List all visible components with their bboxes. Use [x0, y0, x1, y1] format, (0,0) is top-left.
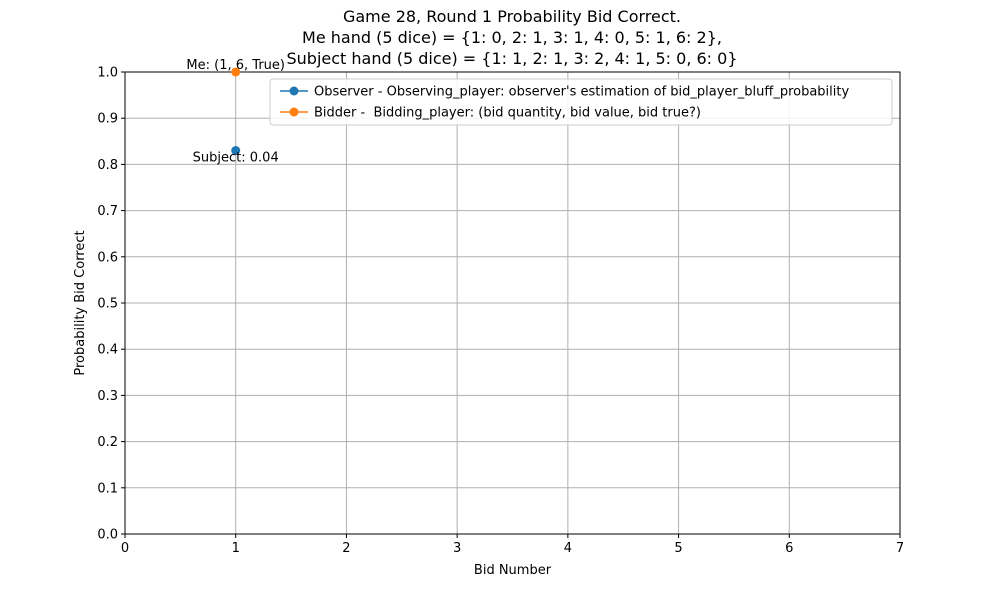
- x-tick-label: 6: [785, 541, 793, 556]
- y-axis-ticks: 0.0 0.1 0.2 0.3 0.4 0.5 0.6 0.7 0.8 0.9 1.0: [97, 66, 125, 543]
- y-tick-label: 0.6: [97, 250, 118, 265]
- y-tick-label: 0.4: [97, 343, 118, 358]
- x-axis-label: Bid Number: [474, 563, 552, 578]
- chart-title-line: Subject hand (5 dice) = {1: 1, 2: 1, 3: …: [286, 49, 737, 68]
- data-annotation: Me: (1, 6, True): [186, 58, 285, 73]
- legend-marker: [289, 86, 299, 96]
- legend-marker: [289, 107, 299, 117]
- chart-title-line: Me hand (5 dice) = {1: 0, 2: 1, 3: 1, 4:…: [302, 28, 722, 47]
- x-tick-label: 5: [674, 541, 682, 556]
- data-point-series-0: [231, 146, 241, 156]
- data-point-series-1: [231, 67, 241, 77]
- y-tick-label: 0.0: [97, 528, 118, 543]
- legend: Observer - Observing_player: observer's …: [269, 78, 893, 126]
- y-tick-label: 0.7: [97, 204, 118, 219]
- y-tick-label: 0.9: [97, 112, 118, 127]
- y-tick-label: 0.1: [97, 481, 118, 496]
- annotations: Subject: 0.04 Me: (1, 6, True): [186, 58, 285, 166]
- grid: [124, 71, 901, 535]
- legend-label: Bidder - Bidding_player: (bid quantity, …: [314, 106, 701, 121]
- plot-frame: [124, 71, 901, 535]
- x-tick-label: 7: [896, 541, 904, 556]
- x-tick-label: 1: [232, 541, 240, 556]
- x-tick-label: 2: [342, 541, 350, 556]
- x-tick-label: 3: [453, 541, 461, 556]
- y-tick-label: 0.8: [97, 158, 118, 173]
- data-annotation: Subject: 0.04: [193, 151, 279, 166]
- y-tick-label: 0.3: [97, 389, 118, 404]
- chart-title: Game 28, Round 1 Probability Bid Correct…: [286, 7, 737, 68]
- y-tick-label: 0.2: [97, 435, 118, 450]
- y-tick-label: 0.5: [97, 297, 118, 312]
- x-tick-label: 4: [564, 541, 572, 556]
- y-axis-label: Probability Bid Correct: [73, 230, 88, 375]
- y-tick-label: 1.0: [97, 66, 118, 81]
- legend-box: [269, 78, 893, 126]
- chart-title-line: Game 28, Round 1 Probability Bid Correct…: [343, 7, 681, 26]
- legend-label: Observer - Observing_player: observer's …: [314, 85, 849, 100]
- series: [231, 67, 241, 156]
- x-tick-label: 0: [121, 541, 129, 556]
- x-axis-ticks: 0 1 2 3 4 5 6 7: [121, 534, 904, 556]
